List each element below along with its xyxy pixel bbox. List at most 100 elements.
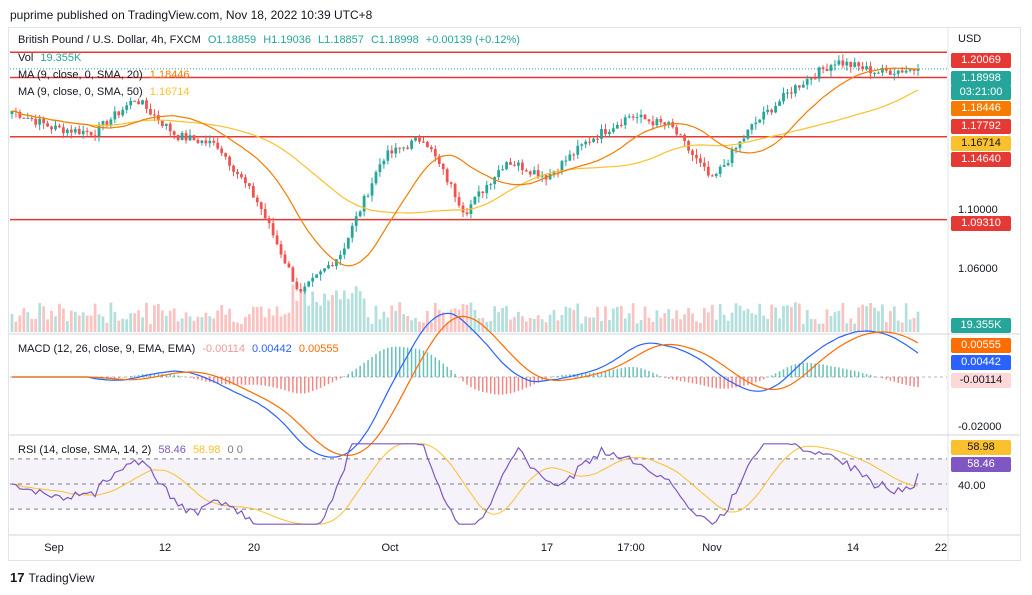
candle-body [615,124,619,129]
ma50-legend[interactable]: MA (9, close, 0, SMA, 50) 1.16714 [18,86,194,98]
candle-body [461,205,465,213]
rsi-extra-value: 0 0 [227,444,243,456]
time-label: 12 [159,542,171,554]
candle-body [255,197,259,203]
volume-bar [196,316,200,332]
ma20-value: 1.18446 [149,69,190,81]
volume-bar [596,307,599,332]
rsi-line [11,443,919,525]
volume-bar [129,313,133,332]
time-label: Sep [44,542,64,554]
candle-body [46,123,49,127]
candle-body [366,195,370,197]
volume-bar [580,323,584,332]
volume-bar [228,308,231,332]
horizontal-levels [10,51,947,221]
candle-body [790,92,793,94]
candle-body [180,133,184,141]
volume-bar [671,318,675,332]
candle-body [299,289,303,292]
ma20-legend[interactable]: MA (9, close, 0, SMA, 20) 1.18446 [18,69,194,81]
candle-body [877,72,880,74]
vol-legend[interactable]: Vol 19.355K [18,52,85,64]
volume-bar [38,303,42,332]
volume-bar [877,311,880,332]
candle-body [667,122,671,125]
volume-bar [153,305,156,332]
candle-body [168,123,172,132]
candle-body [457,197,461,206]
candle-body [378,164,382,173]
volume-bar [560,314,564,332]
volume-bar [520,316,524,332]
time-label: 14 [847,542,859,554]
symbol-title[interactable]: British Pound / U.S. Dollar, 4h, FXCM [18,34,201,46]
candle-body [65,129,69,134]
candle-body [718,166,722,175]
candle-body [501,169,504,171]
volume-bar [465,304,469,332]
volume-bar [532,318,536,332]
volume-bar [600,321,603,332]
candle-body [888,70,892,75]
volume-bar [418,321,421,332]
volume-bar [536,315,540,332]
volume-bar [350,293,354,332]
volume-bar [121,318,125,332]
volume-bar [493,306,497,332]
volume-bar [42,306,46,332]
volume-bar [513,317,516,332]
candle-body [287,263,291,268]
brand-name[interactable]: TradingView [28,570,95,585]
candle-body [109,119,113,126]
candle-body [441,163,445,170]
volume-bar [422,322,425,332]
volume-tag: 19.355K [951,318,1011,333]
candle-body [532,170,536,175]
candle-body [873,72,876,74]
volume-bar [687,308,690,332]
candle-body [26,117,30,119]
volume-bar [552,309,556,332]
volume-bar [168,310,172,332]
volume-bar [627,313,631,332]
volume-bar [453,308,457,332]
candle-body [156,115,160,121]
rsi-pane [10,443,947,525]
volume-bar [746,308,750,332]
volume-bar [192,320,196,332]
level-tag-r1: 1.20069 [951,53,1011,68]
candle-body [184,133,188,141]
volume-bar [754,314,758,332]
candle-body [247,183,251,187]
candle-body [137,101,140,105]
candle-body [714,174,718,177]
candle-body [89,131,93,136]
candle-body [362,195,366,212]
volume-bar [287,312,291,332]
candle-body [449,182,453,184]
candle-body [216,142,220,149]
candle-body [675,127,679,135]
volume-bar [204,312,208,332]
candle-body [564,160,568,162]
candle-body [505,162,508,170]
candle-body [97,124,101,137]
volume-bar [113,312,117,332]
candle-body [160,120,164,126]
volume-bar [643,306,647,332]
rsi-legend[interactable]: RSI (14, close, SMA, 14, 2) 58.46 58.98 … [18,444,247,456]
volume-bar [426,311,429,332]
volume-bar [101,316,105,332]
macd-line [12,312,919,458]
candle-body [251,186,255,198]
volume-bar [888,311,892,332]
volume-bar [505,306,508,332]
macd-legend[interactable]: MACD (12, 26, close, 9, EMA, EMA) -0.001… [18,343,343,355]
currency-label[interactable]: USD [958,33,982,45]
volume-bar [734,303,738,332]
volume-bar [873,307,876,332]
volume-bar [837,310,841,332]
candle-body [271,223,275,236]
